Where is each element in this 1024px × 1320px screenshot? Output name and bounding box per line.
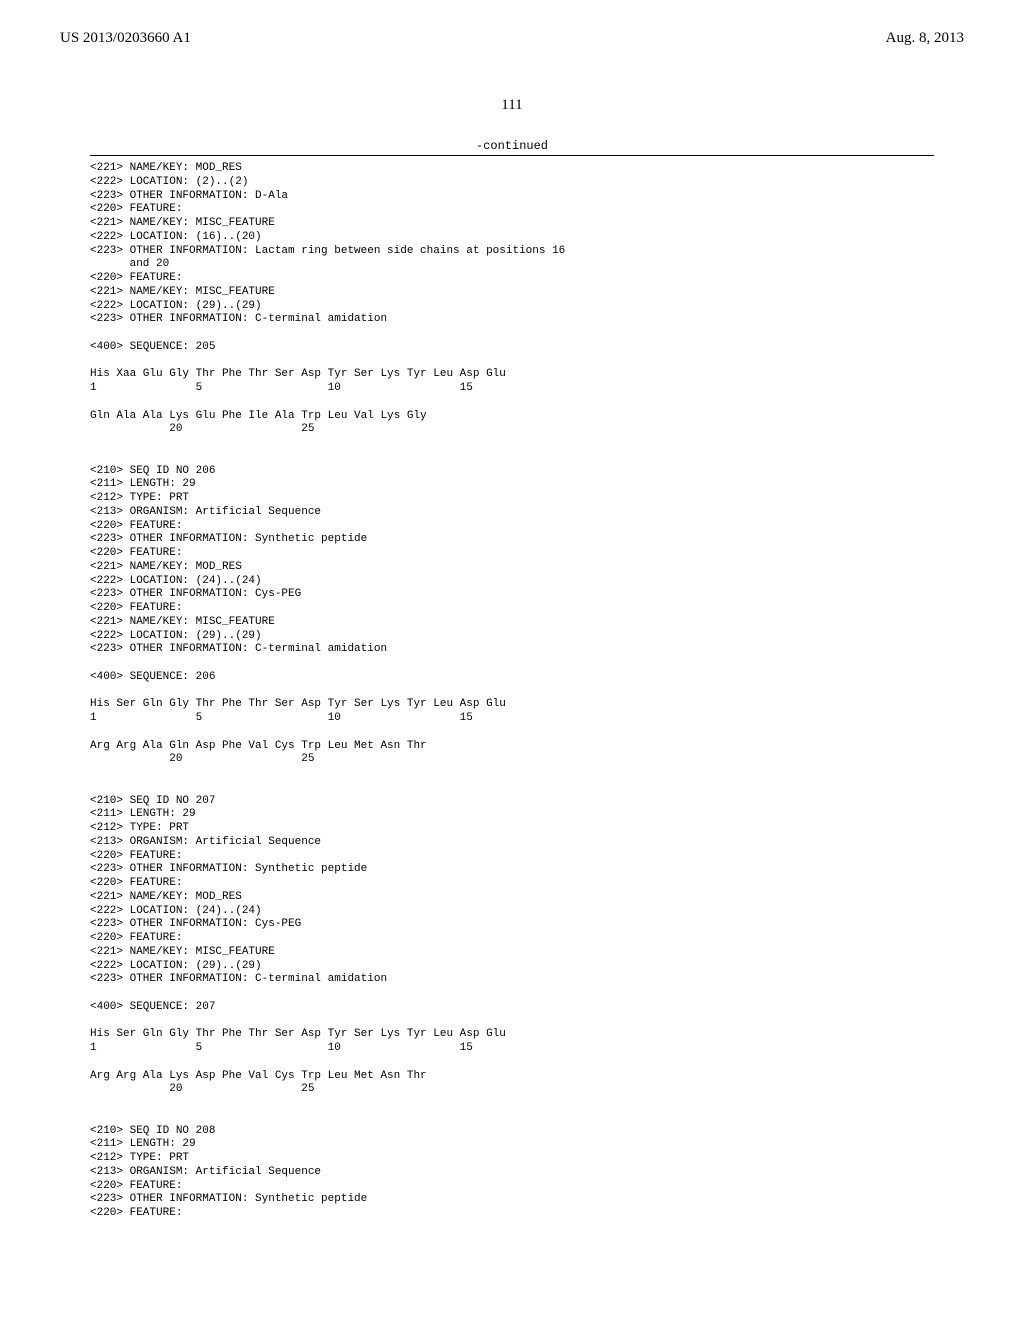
sequence-listing: <221> NAME/KEY: MOD_RES <222> LOCATION: …	[90, 156, 934, 1221]
page-header: US 2013/0203660 A1 Aug. 8, 2013	[0, 0, 1024, 57]
page-number: 111	[0, 97, 1024, 114]
publication-number: US 2013/0203660 A1	[60, 30, 191, 47]
continued-section: -continued	[90, 139, 934, 156]
continued-label: -continued	[90, 139, 934, 155]
publication-date: Aug. 8, 2013	[886, 30, 964, 47]
